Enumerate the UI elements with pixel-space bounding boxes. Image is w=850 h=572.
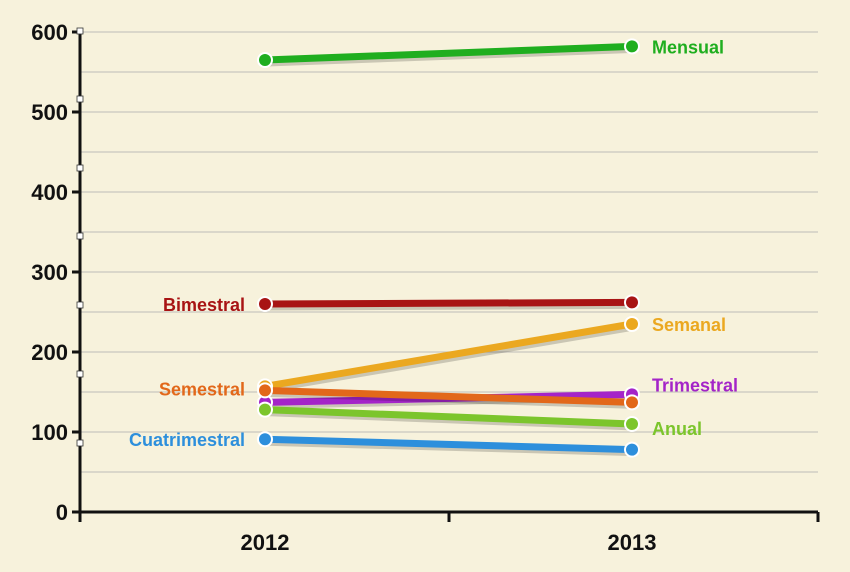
data-point [626, 318, 638, 330]
data-point [626, 296, 638, 309]
grid-lines [80, 31, 818, 473]
y-axis-marker [76, 370, 84, 378]
series-label: Cuatrimestral [129, 430, 245, 450]
data-point [626, 40, 638, 53]
y-axis-marker [76, 164, 84, 172]
series-lines [261, 42, 638, 457]
data-point [626, 443, 638, 456]
x-tick-label: 2012 [241, 530, 290, 555]
x-tick-label: 2013 [608, 530, 657, 555]
series-label: Mensual [652, 37, 724, 57]
series-line [261, 406, 636, 428]
y-axis-ticks: 0 100 200 300 400 500 600 [31, 20, 84, 525]
y-axis-marker [76, 95, 84, 103]
y-axis-marker [76, 439, 84, 447]
y-tick-label: 0 [56, 500, 68, 525]
y-axis-marker [76, 27, 84, 35]
y-tick-label: 200 [31, 340, 68, 365]
y-tick-label: 600 [31, 20, 68, 45]
data-point [259, 403, 271, 416]
y-tick-label: 100 [31, 420, 68, 445]
data-point [259, 54, 271, 66]
series-points [257, 38, 640, 458]
y-axis-marker [76, 301, 84, 309]
series-label: Trimestral [652, 375, 738, 395]
data-point [626, 418, 638, 430]
y-axis-marker [76, 232, 84, 240]
y-tick-label: 300 [31, 260, 68, 285]
series-label: Bimestral [163, 295, 245, 315]
series-line [261, 435, 636, 454]
series-labels: Mensual Bimestral Semanal Trimestral Semestr… [129, 37, 738, 450]
series-line [261, 298, 636, 308]
data-point [259, 384, 271, 397]
series-line [261, 42, 636, 64]
x-axis-ticks: 2012 2013 [78, 512, 820, 555]
series-label: Anual [652, 419, 702, 439]
data-point [259, 433, 271, 446]
data-point [259, 298, 271, 310]
series-label: Semanal [652, 315, 726, 335]
series-label: Semestral [159, 379, 245, 399]
y-tick-label: 400 [31, 180, 68, 205]
y-tick-label: 500 [31, 100, 68, 125]
series-line [261, 386, 636, 406]
data-point [626, 396, 638, 409]
series-line [261, 320, 636, 390]
